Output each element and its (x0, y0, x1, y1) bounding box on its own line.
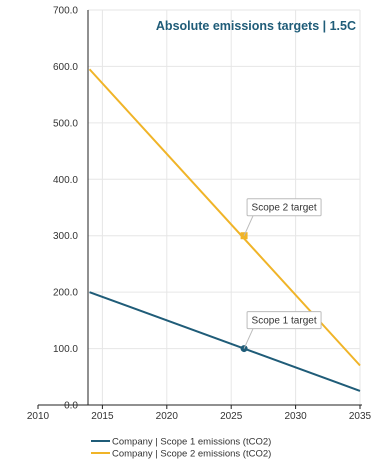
y-tick-label: 100.0 (53, 344, 78, 355)
y-tick-label: 200.0 (53, 288, 78, 299)
legend-label-1: Company | Scope 1 emissions (tCO2) (112, 437, 271, 448)
y-tick-label: 0.0 (64, 401, 78, 412)
y-tick-label: 600.0 (53, 62, 78, 73)
x-tick-label: 2015 (91, 411, 114, 422)
x-tick-label: 2020 (156, 411, 179, 422)
y-tick-label: 500.0 (53, 118, 78, 129)
x-tick-label: 2010 (27, 411, 50, 422)
series-layer (88, 68, 361, 392)
legend: Company | Scope 1 emissions (tCO2)Compan… (91, 437, 271, 460)
y-tick-label: 700.0 (53, 6, 78, 17)
grid-layer (88, 9, 361, 406)
legend-label-2: Company | Scope 2 emissions (tCO2) (112, 449, 271, 460)
callout-label: Scope 1 target (252, 316, 317, 327)
chart-title: Absolute emissions targets | 1.5C (156, 19, 356, 33)
callout-layer: Scope 1 target Scope 2 target (243, 198, 322, 349)
x-tick-label: 2025 (220, 411, 243, 422)
callout-box (246, 311, 322, 330)
callout-leader (243, 328, 254, 349)
y-tick-label: 300.0 (53, 231, 78, 242)
callout-leader (243, 215, 254, 236)
y-tick-label: 400.0 (53, 175, 78, 186)
axis-layer: 0.0 100.0 200.0 300.0 400.0 500.0 600.0 700.0 20… (27, 6, 372, 423)
series-line-1 (89, 291, 361, 392)
x-tick-label: 2035 (349, 411, 372, 422)
x-tick-label: 2030 (284, 411, 307, 422)
callout-box (246, 198, 322, 217)
callout-label: Scope 2 target (252, 203, 317, 214)
